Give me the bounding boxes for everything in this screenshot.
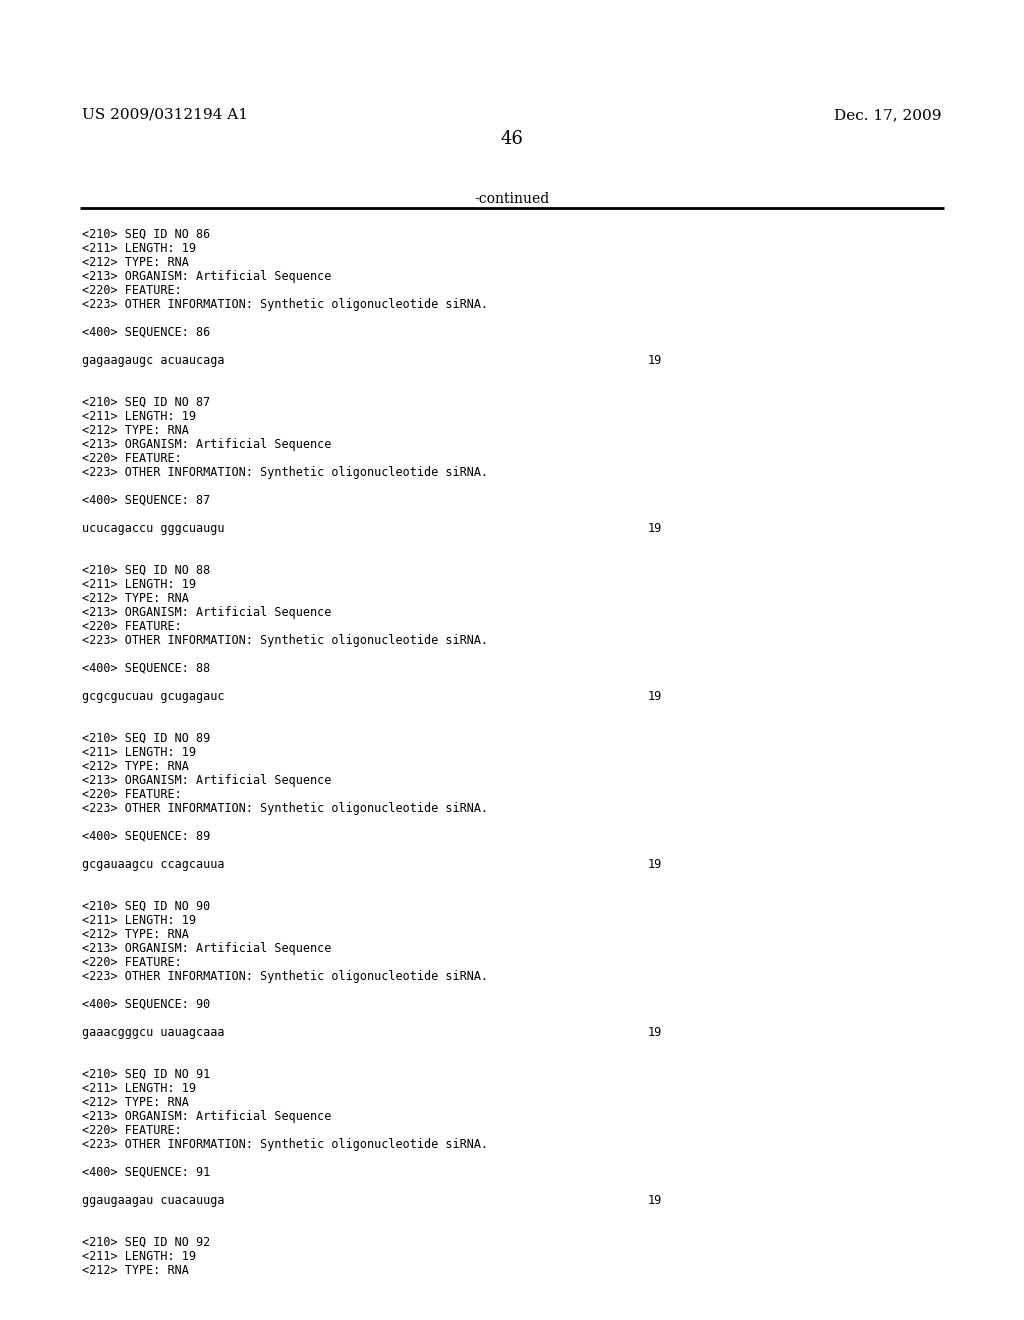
- Text: <212> TYPE: RNA: <212> TYPE: RNA: [82, 928, 188, 941]
- Text: <400> SEQUENCE: 89: <400> SEQUENCE: 89: [82, 830, 210, 843]
- Text: <223> OTHER INFORMATION: Synthetic oligonucleotide siRNA.: <223> OTHER INFORMATION: Synthetic oligo…: [82, 970, 488, 983]
- Text: 19: 19: [648, 690, 663, 704]
- Text: <211> LENGTH: 19: <211> LENGTH: 19: [82, 913, 196, 927]
- Text: <211> LENGTH: 19: <211> LENGTH: 19: [82, 1082, 196, 1096]
- Text: US 2009/0312194 A1: US 2009/0312194 A1: [82, 108, 248, 121]
- Text: 19: 19: [648, 858, 663, 871]
- Text: gcgcgucuau gcugagauc: gcgcgucuau gcugagauc: [82, 690, 224, 704]
- Text: <210> SEQ ID NO 92: <210> SEQ ID NO 92: [82, 1236, 210, 1249]
- Text: <400> SEQUENCE: 86: <400> SEQUENCE: 86: [82, 326, 210, 339]
- Text: 19: 19: [648, 521, 663, 535]
- Text: <213> ORGANISM: Artificial Sequence: <213> ORGANISM: Artificial Sequence: [82, 606, 332, 619]
- Text: <223> OTHER INFORMATION: Synthetic oligonucleotide siRNA.: <223> OTHER INFORMATION: Synthetic oligo…: [82, 298, 488, 312]
- Text: <220> FEATURE:: <220> FEATURE:: [82, 620, 181, 634]
- Text: <213> ORGANISM: Artificial Sequence: <213> ORGANISM: Artificial Sequence: [82, 774, 332, 787]
- Text: <212> TYPE: RNA: <212> TYPE: RNA: [82, 424, 188, 437]
- Text: <220> FEATURE:: <220> FEATURE:: [82, 451, 181, 465]
- Text: <213> ORGANISM: Artificial Sequence: <213> ORGANISM: Artificial Sequence: [82, 1110, 332, 1123]
- Text: <210> SEQ ID NO 88: <210> SEQ ID NO 88: [82, 564, 210, 577]
- Text: 19: 19: [648, 1195, 663, 1206]
- Text: <213> ORGANISM: Artificial Sequence: <213> ORGANISM: Artificial Sequence: [82, 271, 332, 282]
- Text: <211> LENGTH: 19: <211> LENGTH: 19: [82, 1250, 196, 1263]
- Text: <211> LENGTH: 19: <211> LENGTH: 19: [82, 411, 196, 422]
- Text: <210> SEQ ID NO 90: <210> SEQ ID NO 90: [82, 900, 210, 913]
- Text: <213> ORGANISM: Artificial Sequence: <213> ORGANISM: Artificial Sequence: [82, 942, 332, 954]
- Text: ucucagaccu gggcuaugu: ucucagaccu gggcuaugu: [82, 521, 224, 535]
- Text: <211> LENGTH: 19: <211> LENGTH: 19: [82, 746, 196, 759]
- Text: <210> SEQ ID NO 91: <210> SEQ ID NO 91: [82, 1068, 210, 1081]
- Text: 46: 46: [501, 129, 523, 148]
- Text: <213> ORGANISM: Artificial Sequence: <213> ORGANISM: Artificial Sequence: [82, 438, 332, 451]
- Text: <400> SEQUENCE: 90: <400> SEQUENCE: 90: [82, 998, 210, 1011]
- Text: <212> TYPE: RNA: <212> TYPE: RNA: [82, 1265, 188, 1276]
- Text: <223> OTHER INFORMATION: Synthetic oligonucleotide siRNA.: <223> OTHER INFORMATION: Synthetic oligo…: [82, 1138, 488, 1151]
- Text: gaaacgggcu uauagcaaa: gaaacgggcu uauagcaaa: [82, 1026, 224, 1039]
- Text: <212> TYPE: RNA: <212> TYPE: RNA: [82, 256, 188, 269]
- Text: <223> OTHER INFORMATION: Synthetic oligonucleotide siRNA.: <223> OTHER INFORMATION: Synthetic oligo…: [82, 466, 488, 479]
- Text: <210> SEQ ID NO 86: <210> SEQ ID NO 86: [82, 228, 210, 242]
- Text: gcgauaagcu ccagcauua: gcgauaagcu ccagcauua: [82, 858, 224, 871]
- Text: 19: 19: [648, 1026, 663, 1039]
- Text: <220> FEATURE:: <220> FEATURE:: [82, 788, 181, 801]
- Text: <400> SEQUENCE: 88: <400> SEQUENCE: 88: [82, 663, 210, 675]
- Text: <210> SEQ ID NO 87: <210> SEQ ID NO 87: [82, 396, 210, 409]
- Text: <211> LENGTH: 19: <211> LENGTH: 19: [82, 242, 196, 255]
- Text: <211> LENGTH: 19: <211> LENGTH: 19: [82, 578, 196, 591]
- Text: <223> OTHER INFORMATION: Synthetic oligonucleotide siRNA.: <223> OTHER INFORMATION: Synthetic oligo…: [82, 803, 488, 814]
- Text: <212> TYPE: RNA: <212> TYPE: RNA: [82, 1096, 188, 1109]
- Text: <210> SEQ ID NO 89: <210> SEQ ID NO 89: [82, 733, 210, 744]
- Text: gagaagaugc acuaucaga: gagaagaugc acuaucaga: [82, 354, 224, 367]
- Text: Dec. 17, 2009: Dec. 17, 2009: [835, 108, 942, 121]
- Text: <220> FEATURE:: <220> FEATURE:: [82, 956, 181, 969]
- Text: <212> TYPE: RNA: <212> TYPE: RNA: [82, 760, 188, 774]
- Text: <220> FEATURE:: <220> FEATURE:: [82, 1125, 181, 1137]
- Text: -continued: -continued: [474, 191, 550, 206]
- Text: 19: 19: [648, 354, 663, 367]
- Text: <400> SEQUENCE: 87: <400> SEQUENCE: 87: [82, 494, 210, 507]
- Text: <220> FEATURE:: <220> FEATURE:: [82, 284, 181, 297]
- Text: <212> TYPE: RNA: <212> TYPE: RNA: [82, 591, 188, 605]
- Text: <400> SEQUENCE: 91: <400> SEQUENCE: 91: [82, 1166, 210, 1179]
- Text: ggaugaagau cuacauuga: ggaugaagau cuacauuga: [82, 1195, 224, 1206]
- Text: <223> OTHER INFORMATION: Synthetic oligonucleotide siRNA.: <223> OTHER INFORMATION: Synthetic oligo…: [82, 634, 488, 647]
